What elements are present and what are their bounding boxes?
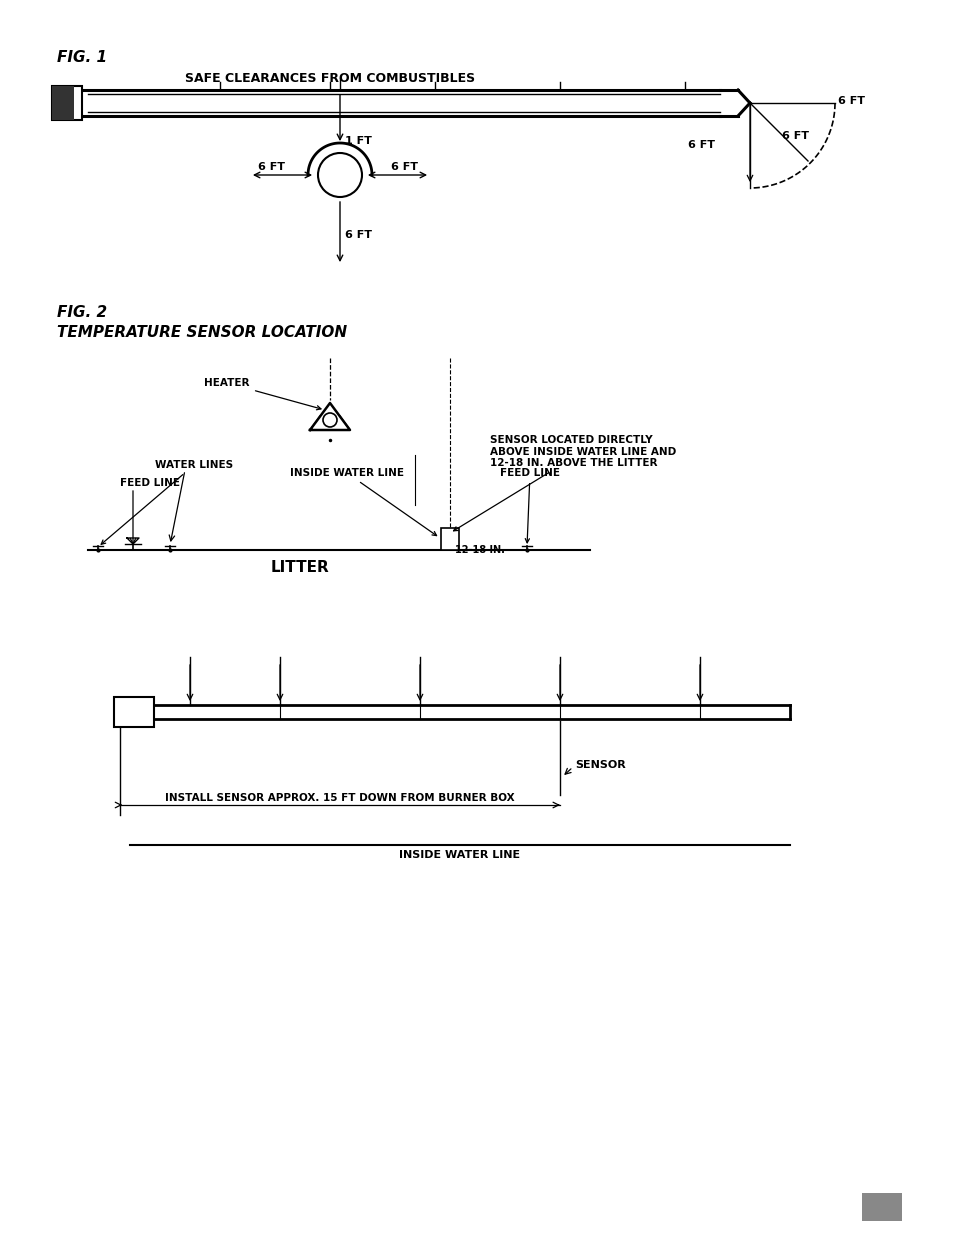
Text: 6 FT: 6 FT	[781, 131, 808, 141]
Text: HEATER: HEATER	[204, 378, 320, 410]
Text: 6 FT: 6 FT	[837, 96, 864, 106]
Text: FIG. 1: FIG. 1	[57, 49, 107, 65]
Text: TEMPERATURE SENSOR LOCATION: TEMPERATURE SENSOR LOCATION	[57, 325, 347, 340]
Bar	[52, 86, 82, 120]
Circle shape	[317, 153, 361, 198]
Bar	[862, 1193, 901, 1221]
Text: FEED LINE: FEED LINE	[120, 478, 180, 488]
Text: WATER LINES: WATER LINES	[101, 459, 233, 545]
Text: 1 FT: 1 FT	[345, 136, 372, 146]
Text: INSTALL SENSOR APPROX. 15 FT DOWN FROM BURNER BOX: INSTALL SENSOR APPROX. 15 FT DOWN FROM B…	[165, 793, 515, 803]
Text: INSIDE WATER LINE: INSIDE WATER LINE	[290, 468, 436, 536]
Bar	[52, 86, 74, 120]
Text: LITTER: LITTER	[271, 559, 329, 576]
Circle shape	[323, 412, 336, 427]
Text: SENSOR: SENSOR	[575, 760, 625, 769]
Text: INSIDE WATER LINE: INSIDE WATER LINE	[399, 850, 520, 860]
Text: 5: 5	[876, 1199, 886, 1214]
Text: 6 FT: 6 FT	[345, 230, 372, 240]
Text: 6 FT: 6 FT	[258, 162, 285, 172]
Text: 6 FT: 6 FT	[687, 140, 714, 149]
Bar	[440, 529, 458, 550]
Text: SENSOR LOCATED DIRECTLY
ABOVE INSIDE WATER LINE AND
12-18 IN. ABOVE THE LITTER: SENSOR LOCATED DIRECTLY ABOVE INSIDE WAT…	[453, 435, 676, 531]
Text: 12-18 IN.: 12-18 IN.	[455, 545, 504, 555]
Text: SAFE CLEARANCES FROM COMBUSTIBLES: SAFE CLEARANCES FROM COMBUSTIBLES	[185, 72, 475, 85]
Text: 6 FT: 6 FT	[391, 162, 418, 172]
Text: FEED LINE: FEED LINE	[499, 468, 559, 543]
Text: FIG. 2: FIG. 2	[57, 305, 107, 320]
Bar	[113, 697, 153, 727]
